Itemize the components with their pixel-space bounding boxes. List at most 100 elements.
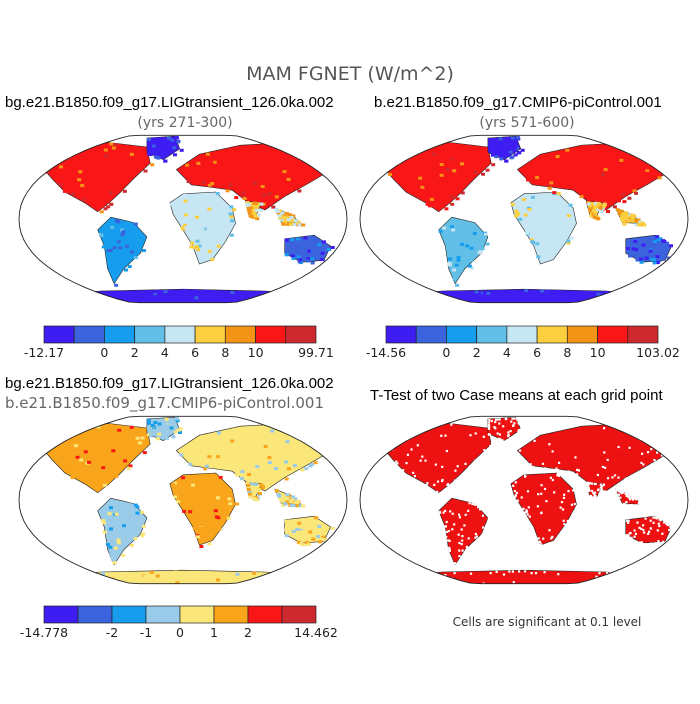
field-cell bbox=[206, 152, 210, 156]
nonsig-cell bbox=[509, 430, 512, 433]
field-cell bbox=[452, 268, 456, 272]
nonsig-cell bbox=[513, 434, 516, 437]
nonsig-cell bbox=[642, 524, 645, 527]
colorbar-tick-label: 6 bbox=[191, 345, 199, 360]
field-cell bbox=[96, 476, 101, 480]
field-cell bbox=[183, 223, 187, 227]
nonsig-cell bbox=[596, 498, 599, 501]
field-cell bbox=[581, 145, 586, 149]
field-cell bbox=[284, 460, 289, 464]
nonsig-cell bbox=[566, 522, 569, 525]
field-cell bbox=[253, 182, 257, 186]
field-cell bbox=[27, 586, 31, 589]
field-cell bbox=[626, 219, 631, 223]
field-cell bbox=[217, 527, 222, 531]
map-panel-bottom-right bbox=[359, 415, 689, 585]
field-cell bbox=[291, 495, 296, 499]
field-cell bbox=[109, 506, 113, 510]
field-cell bbox=[296, 147, 301, 151]
nonsig-cell bbox=[633, 529, 636, 532]
nonsig-cell bbox=[573, 502, 576, 506]
colorbar-tick-label: 99.71 bbox=[298, 345, 334, 360]
map-frame bbox=[359, 134, 689, 304]
field-cell bbox=[252, 497, 257, 501]
colorbar-swatch bbox=[285, 325, 317, 344]
field-cell bbox=[267, 456, 272, 460]
nonsig-cell bbox=[630, 494, 633, 498]
field-cell bbox=[418, 176, 423, 180]
nonsig-cell bbox=[469, 572, 473, 575]
field-cell bbox=[318, 540, 322, 544]
field-cell bbox=[182, 509, 187, 513]
nonsig-cell bbox=[502, 573, 506, 576]
nonsig-cell bbox=[633, 535, 636, 538]
nonsig-cell bbox=[461, 539, 464, 542]
nonsig-cell bbox=[522, 507, 525, 510]
nonsig-cell bbox=[627, 493, 630, 496]
field-cell bbox=[29, 582, 34, 584]
nonsig-cell bbox=[627, 426, 630, 429]
field-cell bbox=[246, 486, 251, 490]
field-cell bbox=[498, 137, 503, 141]
colorbar-tick-label: 1 bbox=[210, 625, 218, 640]
nonsig-cell bbox=[613, 474, 617, 477]
nonsig-cell bbox=[405, 462, 408, 465]
field-cell bbox=[586, 202, 591, 206]
field-cell bbox=[185, 444, 190, 448]
nonsig-cell bbox=[647, 451, 650, 454]
nonsig-cell bbox=[487, 421, 491, 424]
field-cell bbox=[189, 245, 194, 249]
field-cell bbox=[201, 575, 206, 579]
field-cell bbox=[603, 168, 608, 172]
field-cell bbox=[193, 289, 198, 293]
field-cell bbox=[632, 214, 637, 218]
nonsig-cell bbox=[557, 474, 561, 477]
field-cell bbox=[196, 248, 201, 252]
map-frame bbox=[18, 134, 348, 304]
nonsig-cell bbox=[597, 488, 600, 491]
nonsig-cell bbox=[628, 498, 632, 501]
field-cell bbox=[547, 186, 552, 190]
field-cell bbox=[139, 523, 144, 527]
field-cell bbox=[254, 208, 259, 212]
field-cell bbox=[114, 474, 119, 478]
field-cell bbox=[447, 262, 452, 265]
field-cell bbox=[165, 437, 169, 441]
colorbar-swatch bbox=[247, 605, 283, 624]
nonsig-cell bbox=[533, 439, 536, 442]
field-cell bbox=[109, 202, 114, 206]
field-cell bbox=[427, 204, 432, 208]
field-cell bbox=[652, 258, 656, 261]
nonsig-cell bbox=[513, 422, 516, 425]
colorbar-swatch bbox=[134, 325, 166, 344]
field-cell bbox=[106, 248, 111, 252]
nonsig-cell bbox=[637, 502, 640, 505]
field-cell bbox=[652, 240, 657, 244]
field-cell bbox=[185, 163, 190, 167]
field-cell bbox=[287, 467, 291, 471]
field-cell bbox=[206, 500, 211, 504]
nonsig-cell bbox=[576, 478, 579, 481]
field-cell bbox=[133, 256, 138, 260]
field-cell bbox=[509, 139, 514, 143]
field-cell bbox=[297, 297, 302, 301]
field-cell bbox=[150, 163, 155, 167]
nonsig-cell bbox=[410, 448, 413, 451]
field-cell bbox=[240, 470, 245, 474]
field-cell bbox=[200, 509, 205, 513]
field-cell bbox=[298, 527, 303, 531]
field-cell bbox=[216, 244, 221, 248]
nonsig-cell bbox=[639, 501, 642, 505]
field-cell bbox=[412, 302, 417, 303]
colorbar-swatch bbox=[145, 605, 181, 624]
nonsig-cell bbox=[594, 491, 597, 494]
nonsig-cell bbox=[502, 425, 505, 428]
colorbar-swatch bbox=[104, 325, 135, 344]
field-cell bbox=[259, 483, 264, 487]
field-cell bbox=[143, 169, 148, 173]
nonsig-cell bbox=[457, 477, 460, 480]
field-cell bbox=[113, 143, 118, 146]
nonsig-cell bbox=[593, 493, 596, 496]
field-cell bbox=[639, 260, 644, 264]
field-cell bbox=[183, 226, 188, 230]
